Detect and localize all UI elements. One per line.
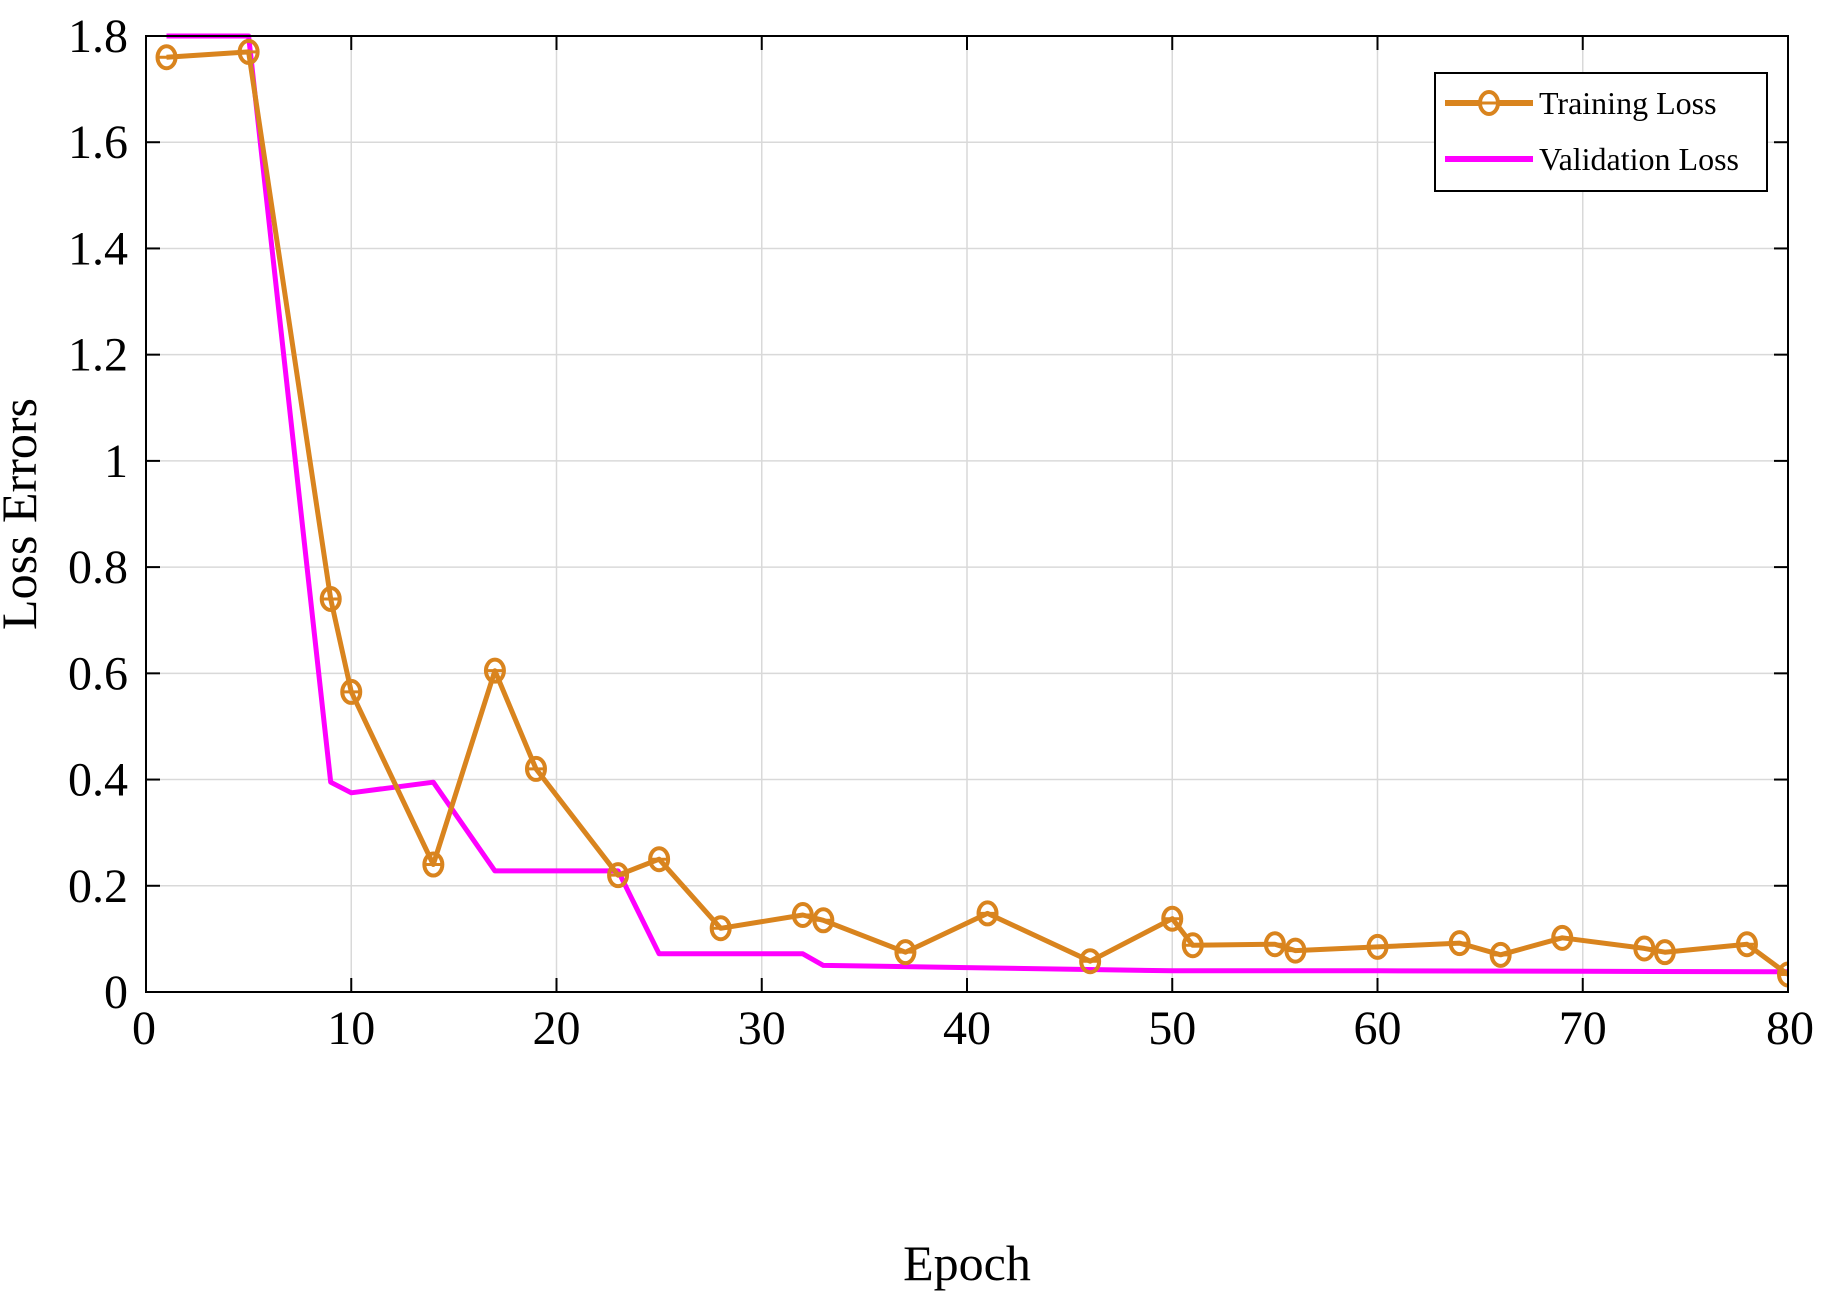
training-loss-point <box>1551 924 1574 951</box>
x-axis-label: Epoch <box>903 1235 1031 1291</box>
legend-label-validation-loss: Validation Loss <box>1539 141 1739 177</box>
y-tick-label: 0 <box>104 966 128 1019</box>
y-tick-label: 0.4 <box>68 754 128 807</box>
training-loss-point <box>1161 905 1184 932</box>
y-tick-label: 1.6 <box>68 116 128 169</box>
training-loss-point <box>648 846 671 873</box>
y-tick-label: 1.2 <box>68 329 128 382</box>
y-tick-label: 0.2 <box>68 860 128 913</box>
validation-loss-series <box>166 33 1788 975</box>
x-tick-label: 50 <box>1148 1002 1196 1055</box>
training-loss-series <box>155 38 1788 988</box>
series-layer <box>155 33 1788 988</box>
training-loss-point <box>1633 935 1656 962</box>
training-loss-point <box>483 657 506 684</box>
grid-lines <box>146 36 1788 992</box>
validation-loss-line <box>166 33 1788 975</box>
training-loss-point <box>894 939 917 966</box>
y-axis-label: Loss Errors <box>0 398 47 630</box>
training-loss-point <box>709 915 732 942</box>
x-tick-label: 0 <box>132 1002 156 1055</box>
training-loss-point <box>1653 939 1676 966</box>
training-loss-point <box>1777 961 1788 988</box>
training-loss-point <box>607 862 630 889</box>
training-loss-point <box>1284 937 1307 964</box>
axis-ticks <box>145 35 1789 993</box>
x-tick-label: 70 <box>1559 1002 1607 1055</box>
training-loss-point <box>155 44 178 71</box>
training-loss-point <box>791 901 814 928</box>
training-loss-point <box>237 38 260 65</box>
training-loss-point <box>1181 932 1204 959</box>
y-tick-labels: 0 0.2 0.4 0.6 0.8 1 1.2 1.4 1.6 1.8 <box>68 10 128 1019</box>
y-tick-label: 0.8 <box>68 541 128 594</box>
y-tick-label: 1.8 <box>68 10 128 63</box>
y-tick-label: 1.4 <box>68 222 128 275</box>
training-loss-point <box>340 678 363 705</box>
training-loss-point <box>976 900 999 927</box>
x-tick-labels: 0 10 20 30 40 50 60 70 80 <box>132 1002 1814 1055</box>
x-tick-label: 20 <box>533 1002 581 1055</box>
training-loss-point <box>1448 930 1471 957</box>
x-tick-label: 10 <box>327 1002 375 1055</box>
training-loss-point <box>1263 931 1286 958</box>
training-loss-point <box>812 907 835 934</box>
training-loss-point <box>422 851 445 878</box>
y-tick-label: 1 <box>104 435 128 488</box>
y-tick-label: 0.6 <box>68 647 128 700</box>
training-loss-point <box>1079 948 1102 975</box>
x-tick-label: 40 <box>943 1002 991 1055</box>
training-loss-point <box>524 755 547 782</box>
training-loss-point <box>319 585 342 612</box>
x-tick-label: 80 <box>1766 1002 1814 1055</box>
training-loss-point <box>1489 941 1512 968</box>
legend: Training Loss Validation Loss <box>1434 72 1768 192</box>
x-tick-label: 60 <box>1354 1002 1402 1055</box>
x-tick-label: 30 <box>738 1002 786 1055</box>
legend-label-training-loss: Training Loss <box>1539 85 1717 121</box>
training-loss-point <box>1735 931 1758 958</box>
training-loss-point <box>1366 933 1389 960</box>
